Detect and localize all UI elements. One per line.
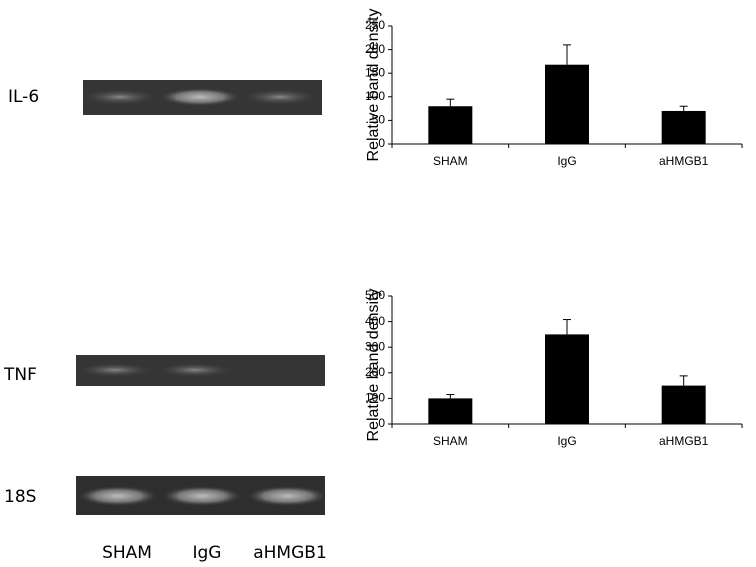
gel-row-label: IL-6 <box>8 87 39 107</box>
y-tick-label: 100 <box>365 391 385 405</box>
x-tick-label: SHAM <box>433 434 468 448</box>
band <box>160 88 240 106</box>
y-axis-label: Relative band density <box>365 9 382 162</box>
y-axis-label: Relative band density <box>365 289 382 442</box>
gel-row-label: TNF <box>3 365 37 385</box>
x-tick-label: aHMGB1 <box>659 154 709 168</box>
band <box>242 89 318 105</box>
band <box>157 363 233 377</box>
gel-lane-label: aHMGB1 <box>253 543 327 563</box>
x-tick-label: IgG <box>557 434 576 448</box>
gel-images <box>76 80 327 515</box>
bar <box>661 110 706 144</box>
y-tick-label: 500 <box>365 288 385 302</box>
band <box>82 89 158 105</box>
band <box>162 486 242 506</box>
bar <box>545 64 589 144</box>
x-tick-label: aHMGB1 <box>659 434 709 448</box>
band <box>247 486 327 506</box>
y-tick-label: 0 <box>378 136 385 150</box>
bar <box>428 106 473 144</box>
y-tick-label: 300 <box>365 339 385 353</box>
y-tick-label: 50 <box>372 113 386 127</box>
y-tick-label: 100 <box>365 89 385 103</box>
y-tick-label: 400 <box>365 314 385 328</box>
y-tick-label: 0 <box>378 416 385 430</box>
y-tick-label: 200 <box>365 365 385 379</box>
gel-lane-label: IgG <box>193 543 222 563</box>
band <box>78 486 158 506</box>
y-tick-label: 200 <box>365 42 385 56</box>
bar <box>428 398 473 424</box>
y-tick-label: 250 <box>365 18 385 32</box>
x-tick-label: IgG <box>557 154 576 168</box>
y-tick-label: 150 <box>365 65 385 79</box>
band <box>77 363 153 377</box>
x-tick-label: SHAM <box>433 154 468 168</box>
gel-lane-label: SHAM <box>102 543 152 563</box>
bar <box>661 385 706 424</box>
bar <box>545 334 589 424</box>
gel-row-label: 18S <box>4 487 36 507</box>
